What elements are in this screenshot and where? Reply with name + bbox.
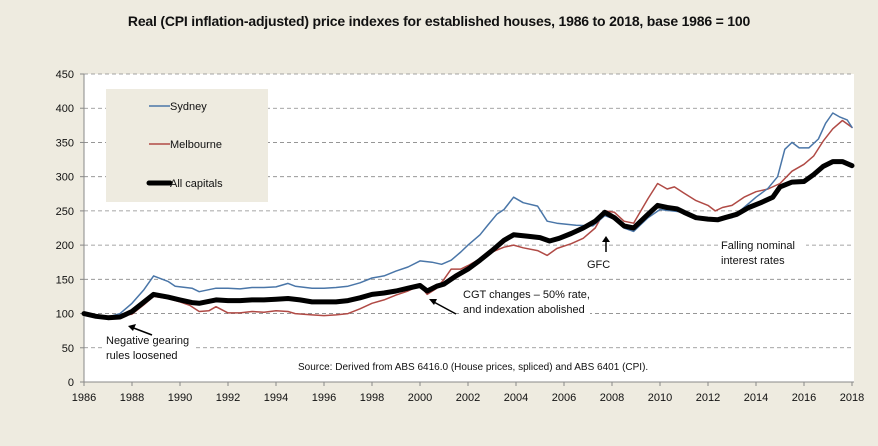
annotation-cgt-line1: CGT changes – 50% rate, [463, 289, 590, 301]
x-tick-label: 2010 [648, 392, 672, 404]
annotation-cgt-line2: and indexation abolished [463, 304, 585, 316]
annotation-gfc: GFC [587, 259, 610, 271]
annotation-negative-gearing-line2: rules loosened [106, 350, 178, 362]
arrowhead-cgt [429, 299, 437, 305]
arrowhead-negative-gearing [128, 324, 136, 331]
x-tick-label: 2004 [504, 392, 528, 404]
x-tick-label: 2016 [792, 392, 816, 404]
x-tick-label: 1992 [216, 392, 240, 404]
arrow-negative-gearing [130, 326, 153, 336]
x-tick-label: 2014 [744, 392, 768, 404]
x-tick-label: 2008 [600, 392, 624, 404]
y-tick-label: 150 [56, 274, 74, 286]
annotations: Negative gearing rules loosened CGT chan… [104, 236, 806, 373]
legend-label-melbourne: Melbourne [170, 139, 222, 151]
y-tick-label: 50 [62, 343, 74, 355]
annotation-bg [584, 256, 612, 270]
x-tick-label: 1990 [168, 392, 192, 404]
x-tick-label: 1986 [72, 392, 96, 404]
legend-label-all-capitals: All capitals [170, 178, 223, 190]
y-tick-label: 350 [56, 137, 74, 149]
source-note: Source: Derived from ABS 6416.0 (House p… [298, 362, 648, 373]
annotation-bg [104, 332, 196, 362]
x-tick-label: 2012 [696, 392, 720, 404]
axes: 0 50 100 150 200 250 300 350 400 450 1986 1988 1990 1… [56, 69, 865, 404]
x-tick-label: 2018 [840, 392, 864, 404]
annotation-falling-rates-line2: interest rates [721, 255, 785, 267]
legend-label-sydney: Sydney [170, 101, 207, 113]
legend-box [106, 89, 268, 202]
x-tick-label: 1996 [312, 392, 336, 404]
legend: Sydney Melbourne All capitals [106, 89, 268, 202]
x-tick-label: 1998 [360, 392, 384, 404]
annotation-bg [718, 240, 806, 268]
series-lines [81, 112, 855, 321]
arrow-cgt [431, 300, 457, 315]
chart-title: Real (CPI inflation-adjusted) price inde… [127, 13, 751, 29]
x-tick-label: 2006 [552, 392, 576, 404]
y-tick-label: 250 [56, 206, 74, 218]
y-tick-label: 450 [56, 69, 74, 81]
y-tick-label: 0 [68, 377, 74, 389]
arrowhead-gfc [602, 236, 610, 242]
series-line-sydney [83, 112, 853, 318]
x-tick-label: 1994 [264, 392, 288, 404]
annotation-negative-gearing-line1: Negative gearing [106, 335, 189, 347]
series-line-all-capitals [81, 159, 855, 321]
x-tick-label: 2002 [456, 392, 480, 404]
x-tick-label: 1988 [120, 392, 144, 404]
y-tick-label: 200 [56, 240, 74, 252]
y-tick-label: 100 [56, 309, 74, 321]
y-tick-label: 300 [56, 172, 74, 184]
y-tick-label: 400 [56, 103, 74, 115]
annotation-falling-rates-line1: Falling nominal [721, 240, 795, 252]
x-tick-label: 2000 [408, 392, 432, 404]
annotation-bg [460, 287, 590, 317]
